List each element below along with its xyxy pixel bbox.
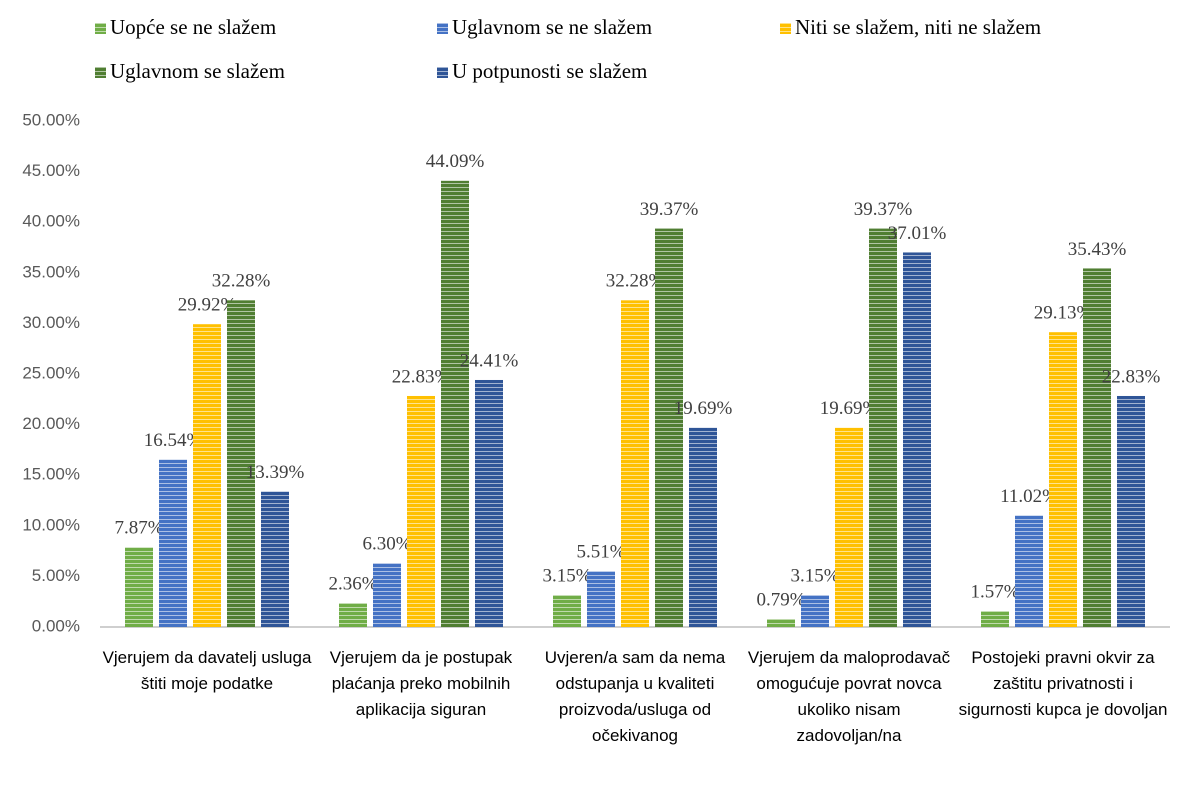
legend-label: U potpunosti se slažem bbox=[452, 59, 647, 83]
bar bbox=[655, 228, 683, 627]
value-label: 29.92% bbox=[178, 295, 237, 316]
bar bbox=[1117, 395, 1145, 627]
x-tick-label: Vjerujem da je postupak plaćanja preko m… bbox=[329, 648, 513, 719]
y-tick-label: 50.00% bbox=[22, 110, 80, 129]
value-label: 3.15% bbox=[790, 565, 839, 586]
legend-swatch bbox=[780, 23, 791, 34]
bar bbox=[869, 228, 897, 627]
y-tick-label: 10.00% bbox=[22, 515, 80, 534]
bar bbox=[553, 595, 581, 627]
bar bbox=[261, 491, 289, 627]
value-label: 37.01% bbox=[888, 223, 947, 244]
value-label: 22.83% bbox=[392, 366, 451, 387]
bar bbox=[801, 595, 829, 627]
value-label: 22.83% bbox=[1102, 366, 1161, 387]
y-tick-label: 40.00% bbox=[22, 212, 80, 231]
value-label: 1.57% bbox=[970, 581, 1019, 602]
value-label: 16.54% bbox=[144, 430, 203, 451]
value-label: 32.28% bbox=[212, 271, 271, 292]
bar bbox=[903, 252, 931, 627]
bar bbox=[475, 379, 503, 627]
y-tick-label: 35.00% bbox=[22, 262, 80, 281]
bar bbox=[125, 547, 153, 627]
legend-label: Uglavnom se ne slažem bbox=[452, 15, 652, 39]
bar bbox=[767, 619, 795, 627]
value-label: 5.51% bbox=[576, 542, 625, 563]
bar bbox=[1083, 268, 1111, 627]
bar bbox=[373, 563, 401, 627]
legend-swatch bbox=[437, 67, 448, 78]
x-tick-label: Vjerujem da maloprodavač omogućuje povra… bbox=[747, 648, 951, 745]
y-tick-label: 0.00% bbox=[32, 616, 80, 635]
y-tick-label: 25.00% bbox=[22, 363, 80, 382]
value-label: 13.39% bbox=[246, 462, 305, 483]
value-label: 19.69% bbox=[674, 398, 733, 419]
y-tick-label: 20.00% bbox=[22, 414, 80, 433]
bar bbox=[1049, 332, 1077, 627]
bar bbox=[835, 427, 863, 627]
legend-swatch bbox=[437, 23, 448, 34]
legend-label: Uglavnom se slažem bbox=[110, 59, 285, 83]
x-tick-label: Uvjeren/a sam da nema odstupanja u kvali… bbox=[544, 648, 726, 745]
value-label: 19.69% bbox=[820, 398, 879, 419]
bar bbox=[339, 603, 367, 627]
value-label: 39.37% bbox=[640, 199, 699, 220]
value-label: 32.28% bbox=[606, 271, 665, 292]
value-label: 0.79% bbox=[756, 589, 805, 610]
value-label: 24.41% bbox=[460, 350, 519, 371]
value-label: 29.13% bbox=[1034, 303, 1093, 324]
bar bbox=[227, 300, 255, 627]
bar bbox=[441, 180, 469, 627]
x-tick-label: Postojeki pravni okvir za zaštitu privat… bbox=[958, 648, 1168, 719]
bar bbox=[981, 611, 1009, 627]
y-tick-label: 45.00% bbox=[22, 161, 80, 180]
bar bbox=[193, 324, 221, 627]
bar bbox=[689, 427, 717, 627]
bar bbox=[159, 459, 187, 627]
legend-label: Uopće se ne slažem bbox=[110, 15, 276, 39]
y-tick-label: 30.00% bbox=[22, 313, 80, 332]
value-label: 2.36% bbox=[328, 573, 377, 594]
bar bbox=[587, 571, 615, 627]
value-label: 7.87% bbox=[114, 518, 163, 539]
legend-swatch bbox=[95, 23, 106, 34]
value-label: 3.15% bbox=[542, 565, 591, 586]
y-tick-label: 5.00% bbox=[32, 566, 80, 585]
value-label: 6.30% bbox=[362, 534, 411, 555]
bar bbox=[407, 395, 435, 627]
legend-swatch bbox=[95, 67, 106, 78]
bar bbox=[1015, 515, 1043, 627]
value-label: 44.09% bbox=[426, 151, 485, 172]
bar bbox=[621, 300, 649, 627]
x-tick-label: Vjerujem da davatelj usluga štiti moje p… bbox=[102, 648, 312, 693]
legend-label: Niti se slažem, niti ne slažem bbox=[795, 15, 1041, 39]
value-label: 11.02% bbox=[1000, 486, 1058, 507]
y-tick-label: 15.00% bbox=[22, 465, 80, 484]
value-label: 35.43% bbox=[1068, 239, 1127, 260]
value-label: 39.37% bbox=[854, 199, 913, 220]
